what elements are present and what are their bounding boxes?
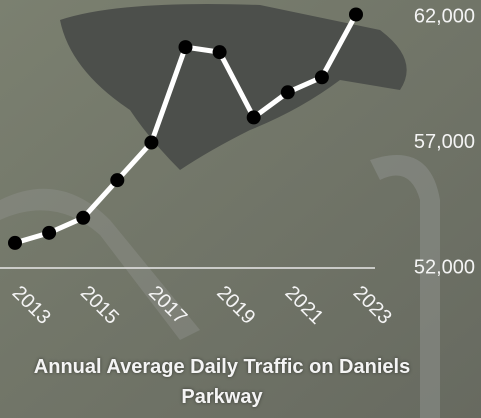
screenshot: 52,00057,00062,0002013201520172019202120…	[0, 0, 481, 418]
data-point	[42, 226, 56, 240]
data-point	[179, 40, 193, 54]
data-point	[144, 136, 158, 150]
data-point	[281, 85, 295, 99]
chart-title: Annual Average Daily Traffic on Daniels …	[22, 352, 422, 412]
data-point	[247, 110, 261, 124]
data-point	[110, 173, 124, 187]
data-point	[349, 7, 363, 21]
y-tick-label: 62,000	[414, 5, 475, 27]
data-point	[213, 45, 227, 59]
y-tick-label: 52,000	[414, 256, 475, 278]
data-point	[76, 211, 90, 225]
y-tick-label: 57,000	[414, 131, 475, 153]
data-point	[315, 70, 329, 84]
data-point	[8, 236, 22, 250]
